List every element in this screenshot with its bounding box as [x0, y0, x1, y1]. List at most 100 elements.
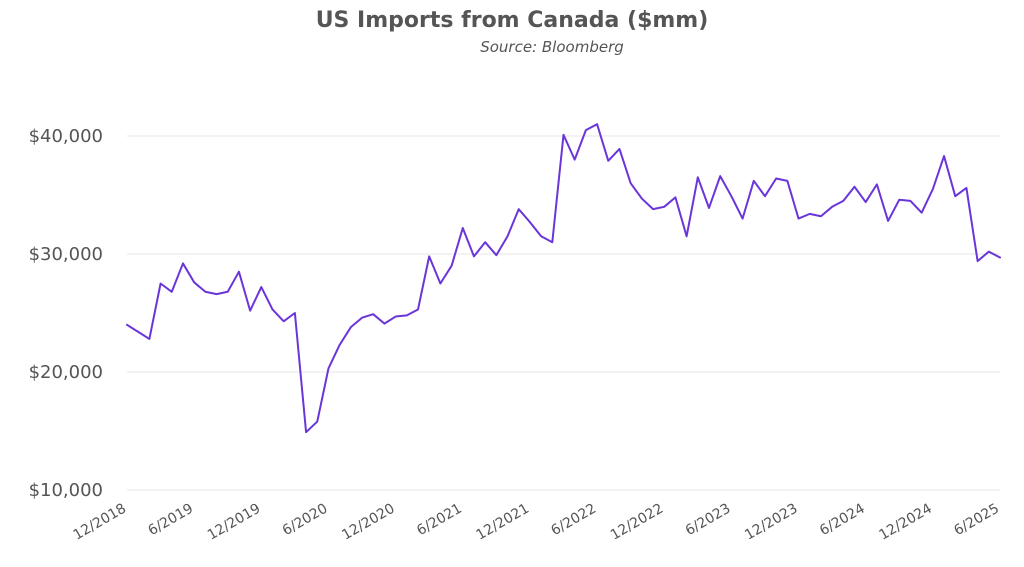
data-point: [573, 158, 577, 162]
data-point: [841, 199, 845, 203]
data-point: [886, 219, 890, 223]
data-point: [763, 194, 767, 198]
data-point: [539, 234, 543, 238]
y-tick-label: $30,000: [29, 244, 103, 265]
data-point: [741, 217, 745, 221]
x-tick-label: 12/2023: [742, 501, 800, 544]
data-point: [606, 159, 610, 163]
data-point: [159, 282, 163, 286]
data-point: [550, 240, 554, 244]
data-point: [203, 290, 207, 294]
data-point: [438, 282, 442, 286]
chart-subtitle: Source: Bloomberg: [480, 38, 624, 56]
y-tick-label: $10,000: [29, 480, 103, 501]
chart-title: US Imports from Canada ($mm): [316, 8, 709, 33]
data-point: [875, 182, 879, 186]
data-point: [830, 205, 834, 209]
data-point: [315, 420, 319, 424]
data-point: [819, 214, 823, 218]
data-point: [382, 322, 386, 326]
data-point: [662, 205, 666, 209]
series-group: [125, 122, 1002, 434]
data-point: [125, 323, 129, 327]
data-point: [729, 194, 733, 198]
data-point: [752, 179, 756, 183]
x-tick-label: 12/2024: [876, 501, 934, 544]
data-point: [998, 256, 1002, 260]
data-point: [494, 253, 498, 257]
data-point: [908, 199, 912, 203]
data-point: [360, 316, 364, 320]
data-point: [248, 309, 252, 313]
x-axis: 12/2018 6/2019 12/2019 6/2020 12/2020 6/2021 1…: [71, 501, 1002, 544]
data-point: [864, 200, 868, 204]
data-point: [405, 313, 409, 317]
data-point: [226, 290, 230, 294]
data-point: [349, 325, 353, 329]
x-tick-label: 12/2021: [474, 501, 532, 544]
data-point: [427, 254, 431, 258]
data-point: [707, 206, 711, 210]
gridlines: [127, 135, 1000, 491]
data-point: [808, 212, 812, 216]
data-point: [416, 307, 420, 311]
data-point: [853, 185, 857, 189]
x-tick-label: 12/2022: [608, 501, 666, 544]
data-point: [282, 319, 286, 323]
data-point: [215, 292, 219, 296]
data-point: [953, 194, 957, 198]
data-point: [147, 337, 151, 341]
data-point: [964, 186, 968, 190]
data-point: [629, 181, 633, 185]
data-point: [394, 315, 398, 319]
data-point: [237, 270, 241, 274]
data-point: [181, 261, 185, 265]
data-point: [797, 217, 801, 221]
x-tick-label: 6/2022: [548, 501, 599, 539]
data-point: [920, 211, 924, 215]
data-point: [326, 366, 330, 370]
x-tick-label: 6/2021: [414, 501, 465, 539]
data-point: [617, 147, 621, 151]
y-tick-label: $40,000: [29, 126, 103, 147]
data-point: [271, 307, 275, 311]
data-point: [192, 280, 196, 284]
data-point: [483, 240, 487, 244]
x-tick-label: 12/2018: [71, 501, 129, 544]
data-point: [897, 198, 901, 202]
x-tick-label: 6/2025: [951, 501, 1002, 539]
x-tick-label: 6/2019: [145, 501, 196, 539]
data-point: [371, 312, 375, 316]
data-point: [774, 176, 778, 180]
data-point: [293, 311, 297, 315]
data-point: [785, 179, 789, 183]
data-point: [472, 254, 476, 258]
x-tick-label: 12/2019: [205, 501, 263, 544]
x-tick-label: 6/2024: [817, 501, 868, 540]
data-point: [685, 234, 689, 238]
series-line: [126, 123, 1001, 434]
y-tick-label: $20,000: [29, 362, 103, 383]
x-tick-label: 6/2023: [683, 501, 734, 539]
data-point: [517, 207, 521, 211]
data-point: [136, 330, 140, 334]
y-axis: $10,000 $20,000 $30,000 $40,000: [29, 126, 103, 501]
data-point: [595, 122, 599, 126]
data-point: [259, 285, 263, 289]
x-tick-label: 12/2020: [339, 501, 397, 544]
data-point: [461, 226, 465, 230]
data-point: [170, 290, 174, 294]
data-point: [931, 187, 935, 191]
data-point: [942, 154, 946, 158]
data-point: [673, 195, 677, 199]
data-point: [562, 133, 566, 137]
data-point: [718, 174, 722, 178]
data-point: [696, 175, 700, 179]
data-point: [987, 250, 991, 254]
data-point: [450, 264, 454, 268]
data-point: [584, 128, 588, 132]
data-point: [651, 207, 655, 211]
data-point: [304, 430, 308, 434]
